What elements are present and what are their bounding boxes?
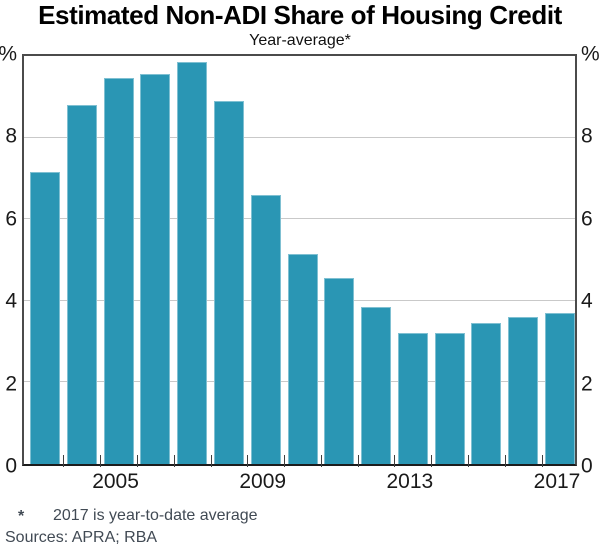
y-axis-left: % 0 2 4 6 8 (0, 44, 17, 477)
y-axis-tick-label: 8 (5, 124, 17, 148)
y-axis-right: % 0 2 4 6 8 (581, 44, 600, 477)
x-axis-tick (431, 455, 433, 467)
gridline-6 (24, 218, 575, 220)
x-axis-labels: 2005 2009 2013 2017 (21, 470, 580, 495)
y-axis-unit-label: % (581, 42, 600, 66)
x-axis-tick-label: 2013 (386, 470, 434, 493)
x-axis-tick (210, 455, 212, 467)
bar-2008 (213, 100, 244, 464)
bar-2016 (508, 317, 539, 464)
x-axis-tick (284, 455, 286, 467)
x-axis-tick (136, 455, 138, 467)
x-axis-tick (468, 455, 470, 467)
y-axis-tick-label: 6 (5, 207, 17, 231)
x-axis-tick (100, 455, 102, 467)
x-axis-tick (247, 455, 249, 467)
x-axis-tick (63, 455, 65, 467)
bar-2011 (324, 278, 355, 464)
x-axis-tick (357, 455, 359, 467)
x-axis-tick (541, 455, 543, 467)
y-axis-tick-label: 6 (581, 207, 593, 231)
bar-2014 (434, 333, 465, 464)
bar-2010 (287, 253, 318, 464)
bar-2015 (471, 323, 502, 464)
x-axis-tick-label: 2009 (239, 470, 287, 493)
x-axis-tick (173, 455, 175, 467)
y-axis-tick-label: 0 (5, 454, 17, 478)
y-axis-tick-label: 2 (581, 372, 593, 396)
gridline-8 (24, 136, 575, 138)
footnote-marker: * (18, 508, 25, 525)
y-axis-tick-label: 4 (5, 289, 17, 313)
bar-2013 (397, 333, 428, 464)
bar-2009 (250, 194, 281, 464)
x-axis-tick (394, 455, 396, 467)
plot-frame (24, 56, 575, 467)
bar-2012 (361, 306, 392, 464)
bar-2017 (545, 313, 575, 464)
y-axis-tick-label: 8 (581, 124, 593, 148)
bar-2003 (30, 172, 60, 464)
y-axis-tick-label: 2 (5, 372, 17, 396)
bar-2005 (103, 78, 134, 464)
x-axis-tick (504, 455, 506, 467)
y-axis-tick-label: 4 (581, 289, 593, 313)
footnote-text: 2017 is year-to-date average (53, 507, 258, 524)
bar-2007 (177, 62, 208, 464)
plot-area (22, 54, 577, 467)
sources-text: Sources: APRA; RBA (5, 529, 158, 546)
bar-2006 (140, 74, 171, 464)
x-axis-tick-label: 2017 (533, 470, 581, 493)
x-axis-tick-label: 2005 (92, 470, 139, 493)
bar-2004 (66, 104, 97, 464)
x-axis-tick (320, 455, 322, 467)
y-axis-unit-label: % (0, 42, 17, 66)
y-axis-tick-label: 0 (581, 454, 593, 478)
chart-title: Estimated Non-ADI Share of Housing Credi… (38, 0, 562, 30)
chart-subtitle: Year-average* (249, 32, 351, 49)
